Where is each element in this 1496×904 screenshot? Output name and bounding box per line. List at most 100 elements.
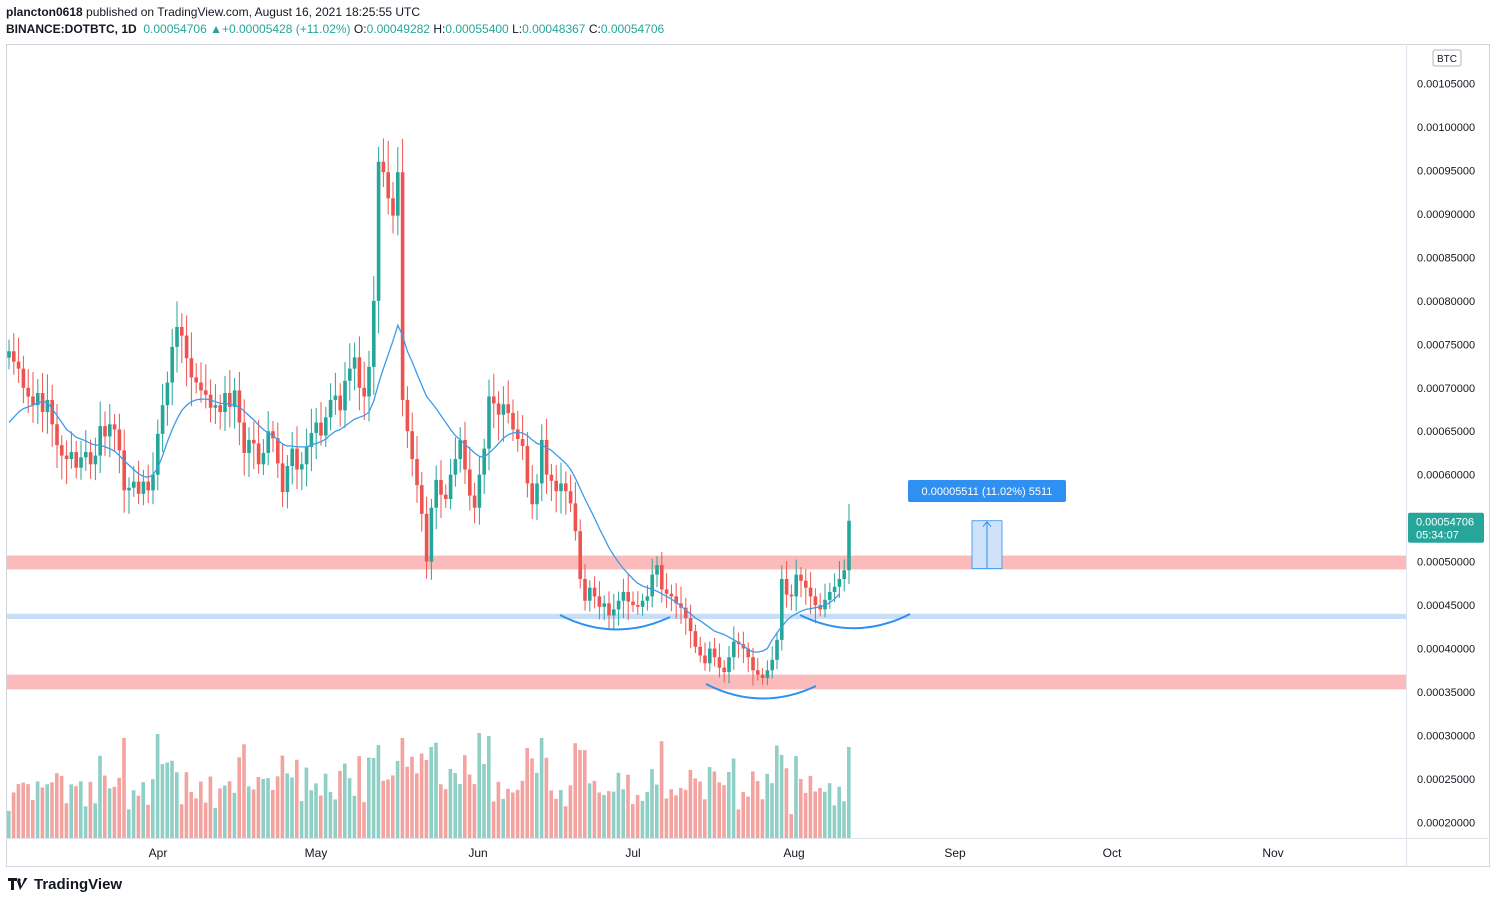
candle-body <box>525 446 530 484</box>
y-tick-label: 0.00030000 <box>1417 730 1475 742</box>
candle-body <box>304 446 309 465</box>
candle-body <box>199 382 203 391</box>
volume-bar <box>309 790 313 838</box>
candle-body <box>650 574 654 597</box>
x-tick-label: Jun <box>468 846 487 860</box>
volume-bar <box>7 810 11 838</box>
candle-body <box>156 433 160 475</box>
volume-bar <box>506 788 510 838</box>
ohlc-legend: BINANCE:DOTBTC, 1D 0.00054706 ▲+0.000054… <box>6 22 664 36</box>
candle-body <box>60 445 64 456</box>
candle-body <box>314 422 318 433</box>
volume-bar <box>16 784 21 838</box>
symbol-label: BINANCE:DOTBTC, 1D <box>6 22 137 36</box>
volume-bar <box>453 773 457 838</box>
change-arrow-icon: ▲ <box>210 22 222 36</box>
volume-bar <box>424 760 429 838</box>
volume-bar <box>328 791 333 838</box>
volume-bar <box>213 808 217 838</box>
volume-bar <box>573 743 577 838</box>
volume-bar <box>755 781 760 838</box>
volume-bar <box>827 783 832 838</box>
volume-bar <box>304 767 309 838</box>
tradingview-logo-icon <box>8 877 30 893</box>
candle-body <box>357 357 362 388</box>
volume-bar <box>616 772 621 838</box>
right-shoulder-arc <box>799 613 911 630</box>
volume-bar <box>69 784 73 838</box>
volume-bar <box>482 764 486 838</box>
volume-bar <box>299 801 304 838</box>
low-value: 0.00048367 <box>522 22 586 36</box>
volume-bar <box>160 764 165 838</box>
candle-body <box>290 448 294 466</box>
candle-body <box>112 424 117 430</box>
candle-body <box>400 172 405 400</box>
candle-body <box>784 579 789 595</box>
current-price-label: 0.00054706 <box>1416 517 1474 529</box>
candle-body <box>424 513 429 562</box>
candle-body <box>626 592 630 602</box>
candle-body <box>751 657 755 671</box>
volume-bar <box>59 775 64 838</box>
change-value: +0.00005428 (+11.02%) <box>221 22 351 36</box>
volume-bar <box>434 742 438 838</box>
volume-bar <box>338 770 342 838</box>
candle-body <box>477 474 482 508</box>
candle-body <box>26 387 30 397</box>
y-tick-label: 0.00065000 <box>1417 426 1475 438</box>
candle-body <box>698 646 702 656</box>
volume-bar <box>448 768 453 838</box>
candle-body <box>74 452 78 468</box>
candle-body <box>84 452 88 458</box>
volume-bar <box>271 789 275 838</box>
candle-body <box>429 507 434 562</box>
volume-bar <box>194 798 198 838</box>
volume-bar <box>803 792 808 838</box>
volume-bar <box>583 750 587 838</box>
volume-bar <box>693 778 697 838</box>
candle-body <box>328 399 333 418</box>
candle-body <box>645 596 650 601</box>
volume-bar <box>799 779 803 838</box>
volume-bar <box>55 773 59 838</box>
volume-bar <box>74 786 78 838</box>
candle-body <box>463 439 467 470</box>
candle-body <box>117 429 122 451</box>
publisher-name[interactable]: plancton0618 <box>6 5 83 19</box>
candle-body <box>760 674 765 679</box>
candle-body <box>410 431 414 460</box>
candle-body <box>247 439 251 453</box>
candle-body <box>180 326 184 336</box>
zone-resistance <box>7 555 1406 570</box>
y-tick-label: 0.00020000 <box>1417 817 1475 829</box>
volume-bar <box>314 783 318 838</box>
zone-neckline <box>7 613 1406 619</box>
volume-bar <box>256 777 261 838</box>
candle-body <box>770 659 774 671</box>
volume-bar <box>35 781 40 838</box>
volume-bar <box>395 760 400 838</box>
candle-body <box>319 422 323 436</box>
x-tick-label: Sep <box>944 846 966 860</box>
candle-body <box>31 396 35 406</box>
volume-bar <box>50 782 54 838</box>
volume-bar <box>131 790 136 838</box>
volume-bar <box>247 786 251 838</box>
candle-body <box>775 639 779 660</box>
candle-body <box>218 405 222 413</box>
candle-body <box>103 426 107 437</box>
candle-body <box>501 404 506 415</box>
volume-bar <box>323 773 328 838</box>
x-tick-label: May <box>305 846 328 860</box>
volume-bar <box>539 738 544 838</box>
candle-body <box>669 593 674 597</box>
volume-bar <box>530 758 534 838</box>
tradingview-footer[interactable]: TradingView <box>8 876 122 893</box>
volume-bar <box>112 786 117 838</box>
volume-bar <box>707 767 712 838</box>
candle-body <box>640 600 645 607</box>
volume-bar <box>717 782 721 838</box>
candle-body <box>405 399 410 432</box>
